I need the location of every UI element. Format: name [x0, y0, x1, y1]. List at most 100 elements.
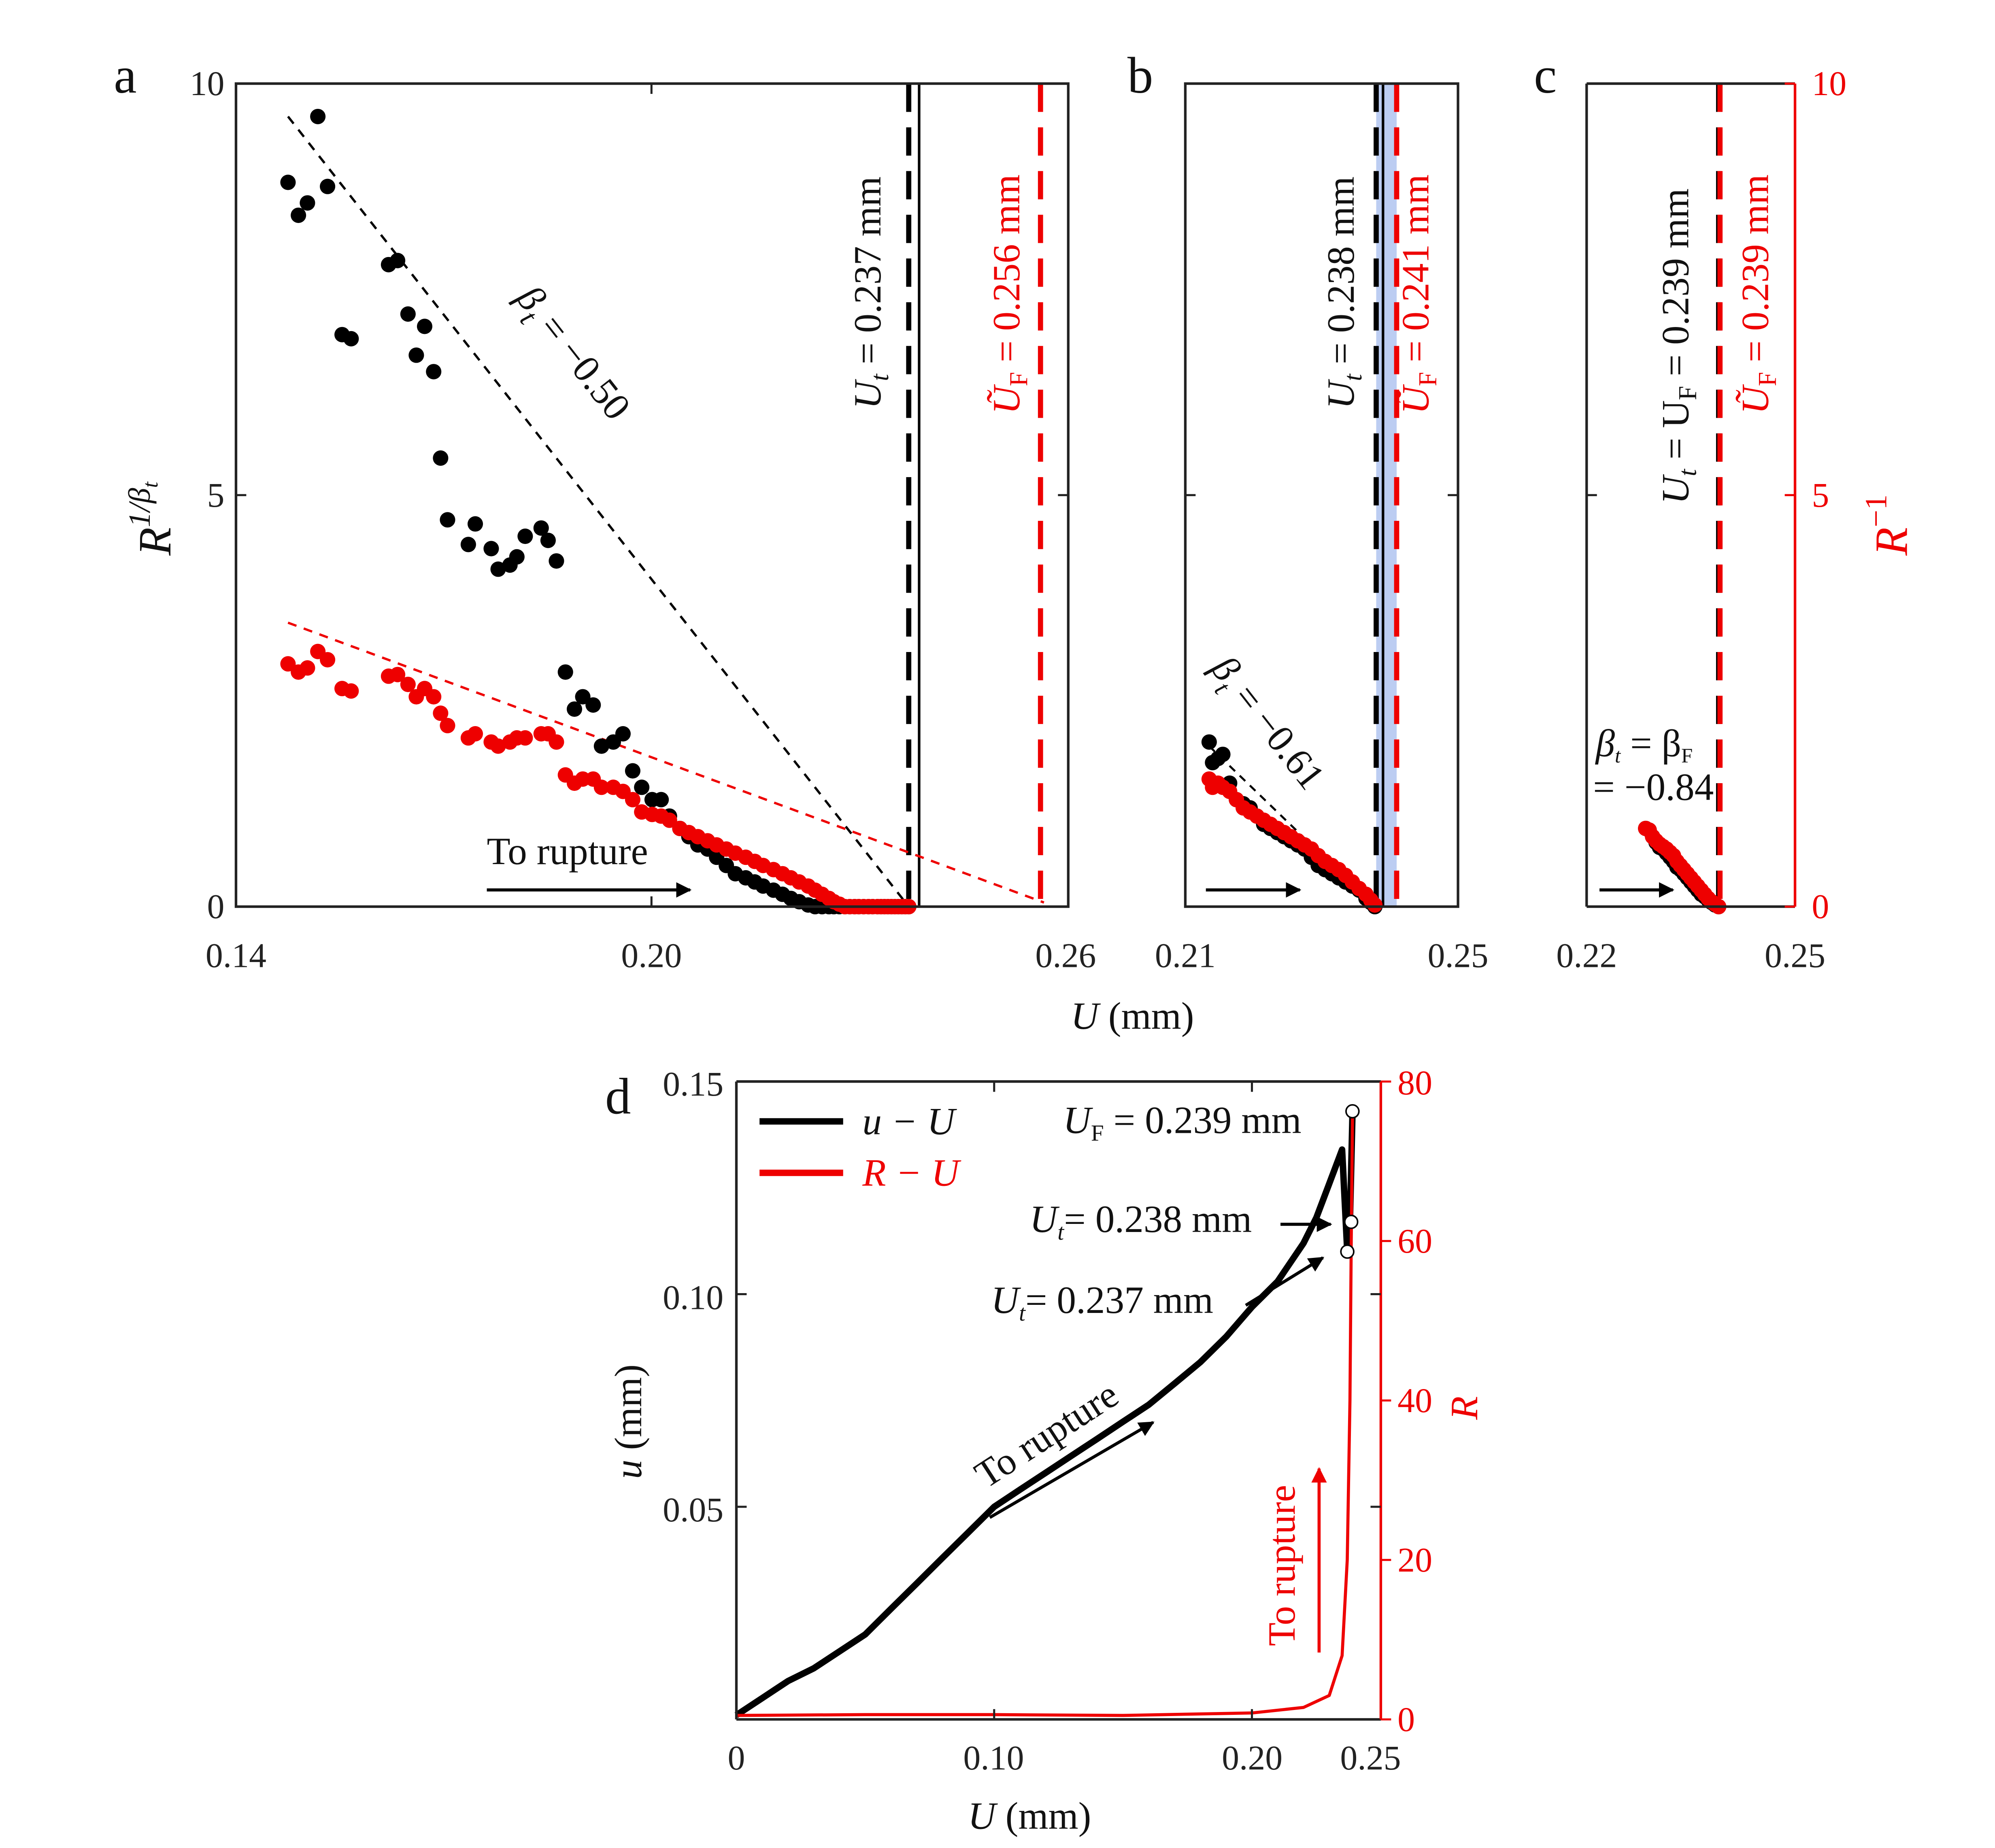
- beta-label-a: βt = −0.50: [502, 276, 639, 433]
- xtick-label-d-0: 0: [728, 1739, 745, 1777]
- xtick-label-c-025: 0.25: [1765, 936, 1825, 975]
- marker-d-2: [1340, 1244, 1355, 1259]
- xtick-label-a-020: 0.20: [621, 936, 682, 975]
- legend-label-u: u − U: [862, 1100, 957, 1143]
- fit-line-a-0: [287, 116, 910, 907]
- to-rupture-label-d-red: To rupture: [1260, 1485, 1303, 1646]
- point-b-red-26: [1367, 897, 1383, 913]
- point-a-red-18: [490, 738, 506, 754]
- xlabel-d: U (mm): [968, 1794, 1091, 1837]
- point-b-black-3: [1215, 746, 1231, 762]
- point-a-red-8: [390, 667, 406, 682]
- fit-lines-a: [287, 116, 1044, 907]
- ytick-label-a-10: 10: [190, 64, 225, 103]
- beta-label-c-1: βt = βF: [1595, 722, 1693, 767]
- panel-label-b: b: [1127, 47, 1153, 104]
- y2tick-label-d-20: 20: [1397, 1541, 1432, 1579]
- y2tick-label-d-60: 60: [1397, 1222, 1432, 1260]
- point-a-black-22: [533, 520, 549, 536]
- xtick-label-b-025: 0.25: [1427, 936, 1488, 975]
- point-a-black-32: [625, 763, 640, 779]
- xtick-label-a-026: 0.26: [1035, 936, 1096, 975]
- legend-d: u − U R − U: [759, 1100, 961, 1194]
- point-a-black-13: [433, 450, 449, 466]
- point-a-black-35: [653, 792, 669, 807]
- point-a-red-32: [625, 792, 640, 807]
- series-line-r: [736, 1113, 1354, 1717]
- point-a-black-16: [467, 516, 483, 532]
- ytick-label-d-005: 0.05: [663, 1491, 723, 1529]
- point-a-black-28: [585, 697, 601, 713]
- y2tick-label-d-40: 40: [1397, 1381, 1432, 1420]
- panel-c: c 10 5 0 0.22 0.25 R−1 Ut = UF = 0.239 m…: [1534, 47, 1917, 975]
- xtick-label-d-010: 0.10: [963, 1739, 1024, 1777]
- fit-line-b-0: [1208, 745, 1380, 912]
- panel-label-d: d: [605, 1068, 631, 1125]
- panel-b: b 0.21 0.25 Ut = 0.238 mm ŨF = 0.241 mm …: [1127, 47, 1489, 975]
- y2tick-label-c-5: 5: [1812, 476, 1829, 514]
- xlabel-abc: U (mm): [1071, 994, 1194, 1037]
- xtick-label-b-021: 0.21: [1155, 936, 1216, 975]
- point-a-red-2: [300, 660, 315, 676]
- point-a-black-29: [593, 738, 609, 754]
- point-a-black-9: [400, 306, 416, 322]
- vline-label-a-uf: ŨF = 0.256 mm: [985, 174, 1033, 414]
- point-a-black-15: [460, 537, 476, 552]
- points-b: [1201, 734, 1383, 915]
- panel-label-c: c: [1534, 47, 1557, 104]
- vlines-b: [1374, 83, 1399, 907]
- point-a-black-24: [549, 553, 564, 569]
- point-a-red-12: [426, 689, 442, 705]
- beta-label-c-2: = −0.84: [1593, 765, 1714, 808]
- point-a-black-33: [634, 780, 650, 795]
- vlines-c: [1716, 83, 1723, 907]
- point-a-black-2: [300, 195, 315, 211]
- point-a-red-6: [343, 683, 359, 699]
- point-a-red-16: [467, 726, 483, 742]
- axes-frame-a: [234, 82, 1070, 908]
- point-a-red-36: [661, 812, 677, 828]
- panel-d: d 0 0.10 0.20 0.25 0.05 0.10 0.15 0 20 4…: [605, 1064, 1486, 1837]
- y2label-d: R: [1443, 1396, 1486, 1420]
- xtick-label-d-020: 0.20: [1222, 1739, 1282, 1777]
- y2label-c: R−1: [1859, 495, 1917, 556]
- points-c: [1638, 820, 1727, 915]
- point-a-black-31: [615, 726, 631, 742]
- xtick-label-a-014: 0.14: [206, 936, 266, 975]
- point-a-black-1: [291, 207, 306, 223]
- point-a-black-17: [483, 541, 499, 557]
- point-a-red-4: [320, 652, 336, 668]
- point-a-black-8: [390, 253, 406, 268]
- point-a-black-3: [310, 108, 326, 124]
- markers-d: [1340, 1104, 1360, 1259]
- series-line-u: [734, 1111, 1356, 1718]
- annotation-ut-238: Ut= 0.238 mm: [1029, 1198, 1252, 1245]
- ytick-label-a-0: 0: [207, 888, 224, 926]
- point-a-red-24: [549, 734, 564, 750]
- point-a-black-26: [566, 701, 583, 717]
- uncertainty-band-b: [1376, 83, 1397, 907]
- lines-d: [734, 1111, 1356, 1718]
- vlines-a: [906, 83, 1043, 907]
- xtick-label-c-022: 0.22: [1556, 936, 1617, 975]
- point-a-black-23: [540, 533, 556, 548]
- point-a-red-29: [593, 780, 609, 795]
- vline-label-b-uf: ŨF = 0.241 mm: [1394, 174, 1442, 414]
- point-a-red-13: [433, 705, 449, 721]
- annotation-ut-237: Ut= 0.237 mm: [991, 1279, 1213, 1326]
- point-a-black-12: [426, 364, 442, 380]
- panel-label-a: a: [114, 47, 136, 104]
- point-a-black-21: [517, 528, 533, 544]
- arrow-ut-237: [1245, 1256, 1325, 1307]
- ylabel-a: R1/βt: [123, 481, 181, 556]
- point-a-black-18: [490, 561, 506, 577]
- xtick-label-d-025: 0.25: [1340, 1739, 1401, 1777]
- point-a-black-25: [557, 664, 573, 680]
- fit-lines-b: [1208, 745, 1380, 912]
- point-a-black-6: [343, 331, 359, 347]
- point-a-black-20: [509, 549, 525, 565]
- vline-label-c-ut: Ut = UF = 0.239 mm: [1654, 188, 1701, 504]
- vline-label-b-ut: Ut = 0.238 mm: [1319, 176, 1367, 409]
- y2tick-label-d-0: 0: [1397, 1700, 1415, 1739]
- point-a-black-11: [417, 319, 432, 334]
